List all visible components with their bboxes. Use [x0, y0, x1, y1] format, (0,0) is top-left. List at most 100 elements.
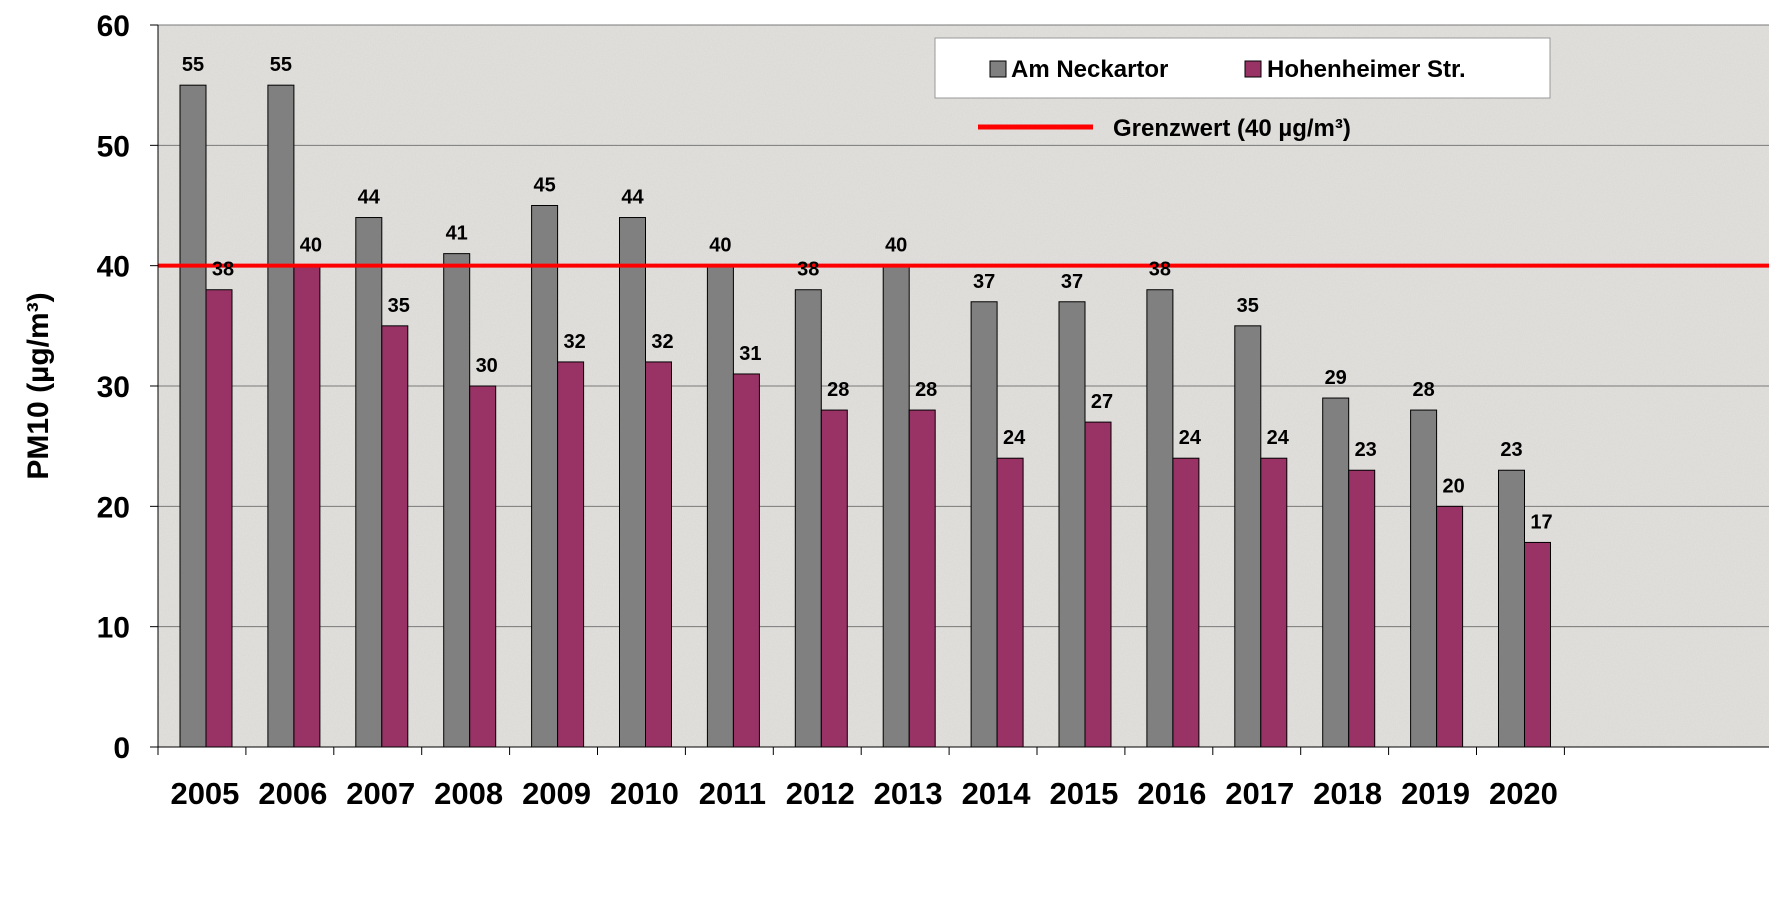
data-label-am-neckartor-2007: 44	[358, 187, 381, 209]
bar-hohenheimer-str-2018	[1348, 469, 1376, 748]
bar-am-neckartor-2010	[619, 217, 646, 748]
y-tick-label-20: 20	[97, 491, 130, 524]
data-label-hohenheimer-str-2020: 17	[1530, 511, 1552, 533]
data-label-hohenheimer-str-2006: 40	[300, 235, 322, 257]
bar-hohenheimer-str-2019	[1436, 505, 1464, 748]
data-label-am-neckartor-2014: 37	[973, 271, 995, 293]
y-tick-label-10: 10	[97, 612, 130, 645]
bar-am-neckartor-2013	[882, 265, 910, 748]
data-label-am-neckartor-2016: 38	[1149, 259, 1171, 281]
x-tick-label-2014: 2014	[962, 776, 1032, 811]
bar-am-neckartor-2017	[1234, 325, 1262, 748]
x-tick-label-2019: 2019	[1401, 776, 1470, 811]
bar-hohenheimer-str-2007	[381, 325, 409, 748]
data-label-hohenheimer-str-2008: 30	[476, 355, 498, 377]
bar-hohenheimer-str-2020	[1524, 541, 1551, 748]
data-label-hohenheimer-str-2005: 38	[212, 259, 234, 281]
bar-hohenheimer-str-2006	[293, 265, 321, 748]
y-tick-label-30: 30	[97, 371, 130, 404]
bar-am-neckartor-2008	[443, 253, 471, 748]
data-label-am-neckartor-2013: 40	[885, 235, 907, 257]
bar-am-neckartor-2006	[267, 84, 295, 748]
x-tick-label-2020: 2020	[1489, 776, 1558, 811]
bar-am-neckartor-2018	[1322, 397, 1350, 748]
data-label-hohenheimer-str-2015: 27	[1091, 391, 1113, 413]
bars	[179, 84, 1551, 748]
y-tick-label-0: 0	[113, 732, 130, 765]
bar-am-neckartor-2005	[179, 84, 207, 748]
y-tick-label-40: 40	[97, 251, 130, 284]
x-tick-label-2007: 2007	[346, 776, 415, 811]
x-tick-label-2008: 2008	[434, 776, 503, 811]
axes	[150, 24, 1769, 755]
legend-swatch-hohenheimer-str	[1244, 60, 1262, 78]
bar-hohenheimer-str-2015	[1084, 421, 1112, 748]
x-tick-label-2012: 2012	[786, 776, 855, 811]
data-label-am-neckartor-2018: 29	[1325, 367, 1347, 389]
data-label-hohenheimer-str-2018: 23	[1355, 439, 1377, 461]
legend-label-grenzwert: Grenzwert (40 µg/m³)	[1113, 115, 1351, 142]
bar-hohenheimer-str-2014	[996, 457, 1024, 748]
x-tick-label-2010: 2010	[610, 776, 679, 811]
data-label-hohenheimer-str-2013: 28	[915, 379, 937, 401]
bar-am-neckartor-2007	[355, 217, 383, 748]
data-labels: 55 38 55 40 44 35 41 30 45 32 44 32 40 31 38 28 40 28 37 24…	[182, 54, 1553, 533]
data-label-am-neckartor-2010: 44	[621, 187, 644, 209]
data-label-hohenheimer-str-2012: 28	[827, 379, 849, 401]
bar-am-neckartor-2012	[794, 289, 822, 748]
bar-hohenheimer-str-2005	[205, 289, 233, 748]
data-label-am-neckartor-2020: 23	[1500, 439, 1522, 461]
bar-hohenheimer-str-2011	[732, 373, 760, 748]
data-label-am-neckartor-2017: 35	[1237, 295, 1259, 317]
bar-hohenheimer-str-2012	[820, 409, 848, 748]
bar-hohenheimer-str-2016	[1172, 457, 1200, 748]
data-label-hohenheimer-str-2016: 24	[1179, 427, 1202, 449]
x-tick-label-2005: 2005	[170, 776, 239, 811]
x-tick-label-2018: 2018	[1313, 776, 1382, 811]
data-label-am-neckartor-2009: 45	[533, 175, 555, 197]
bar-am-neckartor-2015	[1058, 301, 1086, 748]
bar-am-neckartor-2020	[1498, 469, 1525, 748]
bar-hohenheimer-str-2017	[1260, 457, 1288, 748]
bar-hohenheimer-str-2013	[908, 409, 936, 748]
x-tick-label-2017: 2017	[1225, 776, 1294, 811]
y-tick-label-60: 60	[97, 10, 130, 43]
legend: Am Neckartor Hohenheimer Str. Grenzwert …	[934, 37, 1551, 142]
data-label-am-neckartor-2005: 55	[182, 54, 204, 76]
legend-swatch-am-neckartor	[989, 60, 1007, 78]
x-tick-label-2006: 2006	[258, 776, 327, 811]
bar-am-neckartor-2019	[1410, 409, 1438, 748]
bar-am-neckartor-2011	[706, 265, 734, 748]
bar-am-neckartor-2014	[970, 301, 998, 748]
data-label-hohenheimer-str-2017: 24	[1267, 427, 1290, 449]
bar-hohenheimer-str-2010	[645, 361, 672, 748]
legend-label-hohenheimer-str: Hohenheimer Str.	[1267, 56, 1466, 83]
data-label-hohenheimer-str-2010: 32	[651, 331, 673, 353]
bar-am-neckartor-2016	[1146, 289, 1174, 748]
bar-hohenheimer-str-2009	[557, 361, 585, 748]
data-label-hohenheimer-str-2019: 20	[1442, 475, 1464, 497]
data-label-am-neckartor-2012: 38	[797, 259, 819, 281]
y-tick-label-50: 50	[97, 130, 130, 163]
data-label-am-neckartor-2019: 28	[1412, 379, 1434, 401]
data-label-am-neckartor-2006: 55	[270, 54, 292, 76]
x-tick-label-2011: 2011	[699, 776, 766, 811]
data-label-hohenheimer-str-2009: 32	[563, 331, 585, 353]
data-label-am-neckartor-2011: 40	[709, 235, 731, 257]
y-axis-label: PM10 (µg/m³)	[22, 292, 55, 479]
data-label-am-neckartor-2015: 37	[1061, 271, 1083, 293]
y-tick-labels: 0 10 20 30 40 50 60	[97, 10, 130, 765]
x-tick-label-2009: 2009	[522, 776, 591, 811]
legend-box	[934, 37, 1551, 99]
data-label-am-neckartor-2008: 41	[446, 223, 468, 245]
x-tick-label-2015: 2015	[1049, 776, 1118, 811]
x-tick-label-2013: 2013	[874, 776, 943, 811]
bar-am-neckartor-2009	[531, 205, 559, 748]
data-label-hohenheimer-str-2014: 24	[1003, 427, 1026, 449]
bar-hohenheimer-str-2008	[469, 385, 497, 748]
data-label-hohenheimer-str-2011: 31	[739, 343, 761, 365]
legend-label-am-neckartor: Am Neckartor	[1011, 56, 1168, 83]
x-tick-label-2016: 2016	[1137, 776, 1206, 811]
data-label-hohenheimer-str-2007: 35	[388, 295, 410, 317]
